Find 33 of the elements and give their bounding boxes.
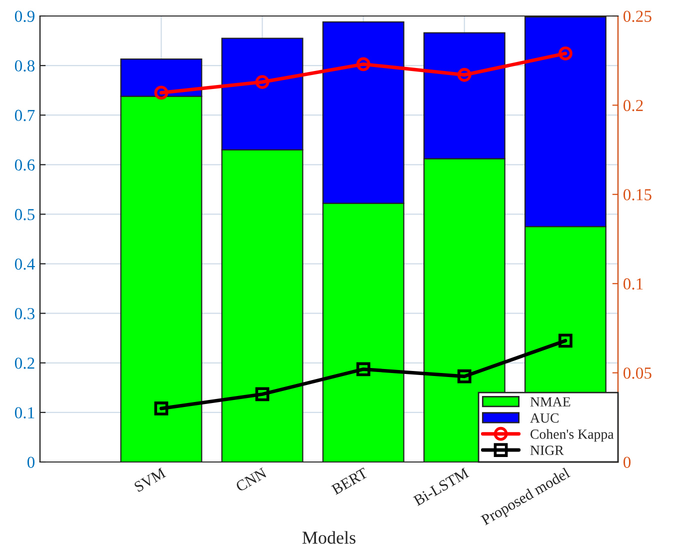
y-tick-label: 0.7 — [14, 110, 35, 122]
point — [154, 402, 168, 416]
x-tick-label: SVM — [134, 468, 166, 492]
legend-label: NMAE — [530, 397, 570, 406]
y-tick-label: 0.2 — [14, 358, 34, 369]
y-tick-label: 0.1 — [14, 407, 34, 418]
y-tick-label: 0.8 — [14, 60, 35, 72]
point — [457, 68, 472, 82]
y2-tick-label: 0.15 — [623, 189, 652, 200]
y2-tick-label: 0.25 — [623, 10, 652, 22]
point — [356, 362, 370, 376]
legend-label: Cohen's Kappa — [530, 429, 614, 442]
y2-tick-label: 0.1 — [623, 278, 643, 290]
x-axis-title: Models — [302, 531, 356, 544]
y2-tick-label: 0.2 — [623, 100, 643, 112]
y-tick-label: 0.5 — [14, 208, 34, 220]
y2-tick-label: 0 — [623, 456, 631, 468]
y-tick-label: 0.4 — [14, 258, 35, 270]
y-tick-label: 0.3 — [14, 308, 34, 320]
x-tick-label: CNN — [235, 467, 268, 492]
point — [558, 334, 572, 348]
y-tick-label: 0.6 — [14, 159, 35, 171]
point — [255, 387, 270, 402]
y2-tick-label: 0.05 — [623, 368, 652, 379]
point — [255, 75, 270, 89]
point — [154, 86, 168, 100]
legend-label: AUC — [530, 413, 558, 423]
point — [558, 46, 572, 60]
y-tick-label: 0.9 — [14, 10, 34, 22]
legend-label: NIGR — [530, 446, 564, 456]
point — [356, 57, 370, 72]
point — [457, 369, 472, 384]
y-tick-label: 0 — [27, 456, 35, 468]
